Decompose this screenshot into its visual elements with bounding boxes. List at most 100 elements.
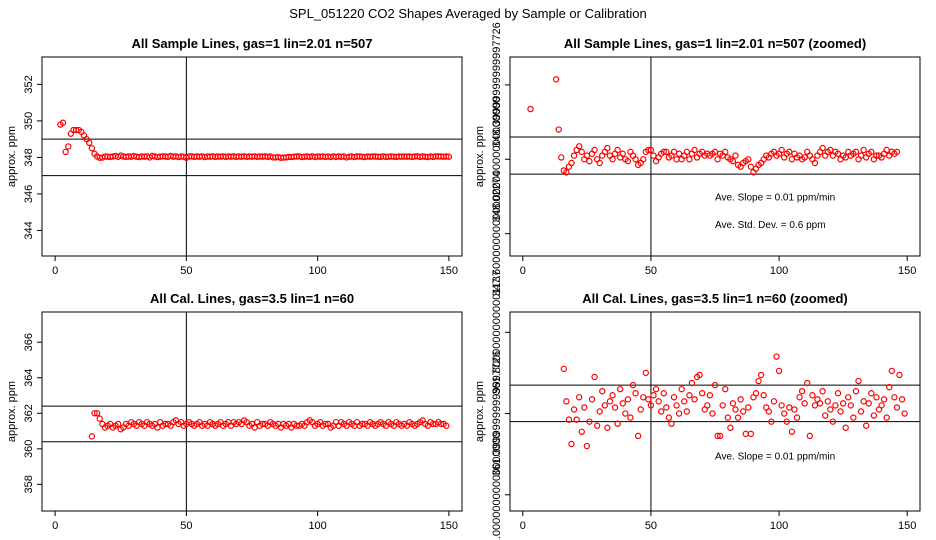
data-point [642, 369, 650, 377]
chart-title: All Sample Lines, gas=1 lin=2.01 n=507 [132, 36, 373, 51]
data-point [719, 402, 726, 409]
data-point [729, 157, 737, 165]
y-tick-label: 361.39999999999997726 [491, 351, 503, 476]
plot-frame [41, 56, 463, 257]
data-point [711, 381, 719, 389]
data-point [732, 406, 739, 413]
data-point [691, 146, 698, 154]
data-point [786, 404, 793, 411]
data-point [850, 414, 857, 421]
data-point [729, 400, 737, 407]
data-point [445, 153, 453, 160]
y-tick-label: 352 [23, 75, 35, 93]
x-tick-label: 50 [645, 520, 657, 532]
data-point [675, 410, 683, 417]
data-point [647, 146, 655, 154]
data-point [793, 414, 801, 421]
data-point [622, 410, 629, 417]
data-point [773, 353, 780, 360]
data-point [660, 390, 667, 397]
data-point [624, 396, 632, 403]
data-point [865, 400, 872, 407]
data-point [816, 400, 824, 407]
y-tick-label: 361.00000000000000000 [491, 432, 503, 540]
data-point [578, 428, 585, 436]
data-point [647, 402, 655, 409]
data-point [878, 402, 885, 409]
x-tick-label: 0 [520, 520, 526, 532]
data-point [804, 379, 811, 387]
data-point [663, 404, 670, 411]
page-title: SPL_051220 CO2 Shapes Averaged by Sample… [289, 6, 647, 21]
y-tick-label: 348 [23, 148, 35, 166]
data-point [757, 371, 765, 379]
data-point [837, 408, 844, 415]
data-point [606, 398, 614, 405]
data-point [827, 406, 834, 413]
data-point [819, 144, 826, 152]
y-axis-label: approx. ppm [6, 381, 18, 442]
data-point [443, 153, 450, 160]
data-point [596, 159, 603, 167]
plot-frame [509, 311, 921, 512]
data-point [565, 416, 573, 423]
data-point [578, 148, 585, 156]
data-point [722, 148, 729, 156]
data-series [57, 119, 453, 161]
data-point [811, 402, 819, 409]
data-point [588, 396, 596, 403]
x-tick-label: 150 [898, 265, 916, 277]
data-point [765, 408, 773, 415]
data-point [675, 150, 683, 157]
data-point [62, 148, 69, 156]
data-point [886, 383, 893, 391]
data-point [883, 414, 890, 421]
y-tick-label: 364 [23, 369, 35, 387]
data-point [686, 392, 693, 399]
data-point [443, 422, 450, 429]
y-axis-label: approx. ppm [6, 126, 18, 187]
data-point [755, 377, 762, 385]
data-point [891, 394, 898, 401]
data-point [824, 398, 831, 405]
data-point [778, 402, 785, 409]
data-point [898, 396, 906, 403]
x-tick-label: 100 [308, 265, 326, 277]
data-point [832, 402, 839, 409]
x-tick-label: 150 [898, 520, 916, 532]
data-point [645, 146, 652, 154]
data-point [640, 394, 647, 401]
x-tick-label: 150 [440, 265, 458, 277]
data-point [686, 156, 693, 163]
data-point [632, 156, 639, 163]
x-tick-label: 100 [770, 265, 788, 277]
data-point [722, 385, 729, 393]
data-point [563, 169, 570, 176]
data-point [575, 143, 583, 150]
y-tick-label: 360 [23, 440, 35, 458]
data-point [650, 392, 657, 399]
data-point [775, 367, 783, 375]
chart-panel-1: All Sample Lines, gas=1 lin=2.01 n=507 0 5… [6, 36, 463, 277]
data-point [657, 408, 665, 415]
data-point [593, 422, 601, 429]
data-point [632, 390, 639, 397]
data-point [88, 433, 96, 440]
data-point [845, 394, 852, 401]
data-point [609, 392, 616, 399]
x-tick-label: 50 [180, 520, 192, 532]
data-point [745, 156, 752, 163]
data-point [614, 420, 621, 427]
data-point [868, 148, 875, 156]
chart-title: All Cal. Lines, gas=3.5 lin=1 n=60 (zoom… [582, 291, 848, 306]
data-point [558, 154, 565, 161]
data-point [86, 139, 93, 147]
y-tick-label: 346 [23, 185, 35, 203]
data-point [570, 152, 578, 159]
data-point [716, 432, 724, 440]
chart-annotation: Ave. Std. Dev. = 0.6 ppm [715, 220, 826, 231]
data-point [896, 371, 903, 379]
y-tick-label: 348.00000000000000000 [491, 97, 503, 222]
data-point [581, 404, 588, 411]
data-point [591, 373, 598, 381]
